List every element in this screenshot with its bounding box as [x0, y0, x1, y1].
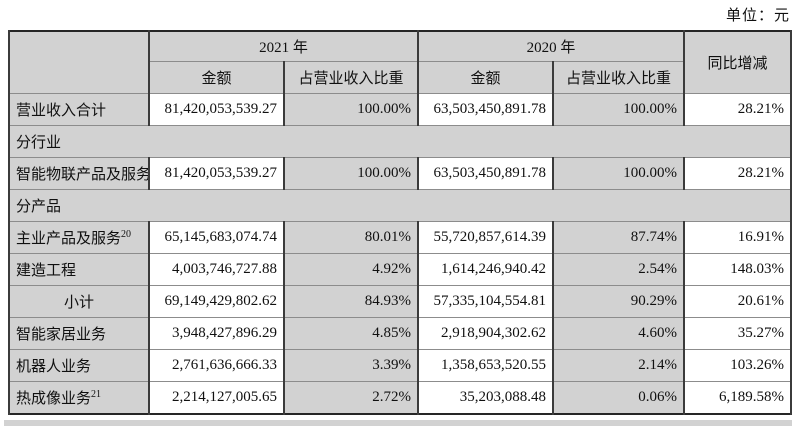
cell-amount-2021: 81,420,053,539.27 [148, 157, 285, 190]
cell-amount-2020: 57,335,104,554.81 [417, 285, 555, 318]
cell-amount-2021: 2,761,636,666.33 [148, 349, 285, 382]
header-cell-year-2020: 2020 年 [417, 30, 686, 62]
cell-yoy: 148.03% [683, 253, 793, 286]
cell-share-2021: 100.00% [282, 93, 420, 126]
revenue-breakdown-table: 2021 年 2020 年 同比增减 金额 占营业收入比重 金额 占营业收入比重… [7, 30, 793, 415]
cell-share-2020: 4.60% [552, 317, 686, 350]
cell-amount-2020: 1,614,246,940.42 [417, 253, 555, 286]
row-label: 建造工程 [8, 253, 150, 286]
row-label-text: 热成像业务 [16, 391, 92, 407]
next-row-cutoff [4, 420, 792, 426]
cell-yoy: 103.26% [683, 349, 793, 382]
cell-share-2020: 90.29% [552, 285, 686, 318]
table-row-thermal-imaging: 热成像业务21 2,214,127,005.65 2.72% 35,203,08… [8, 381, 793, 415]
unit-note: 单位：元 [725, 8, 790, 24]
cell-amount-2020: 63,503,450,891.78 [417, 157, 555, 190]
cell-share-2020: 2.54% [552, 253, 686, 286]
cell-yoy: 20.61% [683, 285, 793, 318]
row-label: 机器人业务 [8, 349, 150, 382]
cell-yoy: 28.21% [683, 93, 793, 126]
cell-amount-2021: 2,214,127,005.65 [148, 381, 285, 415]
cell-amount-2020: 35,203,088.48 [417, 381, 555, 415]
table-row-main-products: 主业产品及服务20 65,145,683,074.74 80.01% 55,72… [8, 221, 793, 254]
header-cell-share-2020: 占营业收入比重 [552, 61, 686, 94]
table-row-smart-home: 智能家居业务 3,948,427,896.29 4.85% 2,918,904,… [8, 317, 793, 350]
cell-yoy: 6,189.58% [683, 381, 793, 415]
section-label: 分产品 [7, 189, 793, 222]
cell-amount-2021: 69,149,429,802.62 [148, 285, 285, 318]
cell-amount-2020: 55,720,857,614.39 [417, 221, 555, 254]
header-cell-year-2021: 2021 年 [147, 30, 420, 62]
section-row-by-product: 分产品 [7, 189, 793, 222]
cell-share-2021: 2.72% [282, 381, 420, 415]
row-label-text: 主业产品及服务 [16, 231, 122, 247]
cell-amount-2021: 3,948,427,896.29 [148, 317, 285, 350]
table-row-subtotal: 小计 69,149,429,802.62 84.93% 57,335,104,5… [8, 285, 793, 318]
cell-share-2020: 87.74% [552, 221, 686, 254]
cell-amount-2020: 2,918,904,302.62 [417, 317, 555, 350]
cell-amount-2020: 1,358,653,520.55 [417, 349, 555, 382]
cell-share-2020: 100.00% [552, 157, 686, 190]
header-cell-share-2021: 占营业收入比重 [282, 61, 420, 94]
row-label: 智能物联产品及服务 [8, 157, 150, 190]
cell-share-2021: 84.93% [282, 285, 420, 318]
row-label: 主业产品及服务20 [8, 221, 150, 254]
row-label: 小计 [8, 285, 150, 318]
cell-amount-2021: 65,145,683,074.74 [148, 221, 285, 254]
header-cell-yoy-change: 同比增减 [683, 30, 793, 94]
footnote-ref: 20 [121, 229, 132, 240]
section-row-by-industry: 分行业 [7, 125, 793, 158]
row-label: 热成像业务21 [8, 381, 150, 415]
cell-amount-2021: 4,003,746,727.88 [148, 253, 285, 286]
cell-yoy: 28.21% [683, 157, 793, 190]
row-label: 智能家居业务 [8, 317, 150, 350]
header-cell-empty [8, 30, 150, 94]
row-label: 营业收入合计 [8, 93, 150, 126]
cell-share-2020: 100.00% [552, 93, 686, 126]
table-row-construction: 建造工程 4,003,746,727.88 4.92% 1,614,246,94… [8, 253, 793, 286]
header-row-metrics: 金额 占营业收入比重 金额 占营业收入比重 [9, 61, 791, 94]
cell-share-2021: 4.85% [282, 317, 420, 350]
cell-yoy: 16.91% [683, 221, 793, 254]
cell-amount-2020: 63,503,450,891.78 [417, 93, 555, 126]
section-label: 分行业 [7, 125, 793, 158]
table-row-total-revenue: 营业收入合计 81,420,053,539.27 100.00% 63,503,… [8, 93, 793, 126]
header-row-years: 2021 年 2020 年 同比增减 [8, 30, 793, 94]
table-row-smart-iot: 智能物联产品及服务 81,420,053,539.27 100.00% 63,5… [8, 157, 793, 190]
cell-yoy: 35.27% [683, 317, 793, 350]
cell-share-2021: 80.01% [282, 221, 420, 254]
cell-share-2020: 0.06% [552, 381, 686, 415]
cell-share-2021: 100.00% [282, 157, 420, 190]
cell-amount-2021: 81,420,053,539.27 [148, 93, 285, 126]
cell-share-2020: 2.14% [552, 349, 686, 382]
header-cell-amount-2020: 金额 [417, 61, 555, 94]
table-row-robotics: 机器人业务 2,761,636,666.33 3.39% 1,358,653,5… [8, 349, 793, 382]
cell-share-2021: 3.39% [282, 349, 420, 382]
footnote-ref: 21 [91, 389, 102, 400]
header-cell-amount-2021: 金额 [148, 61, 285, 94]
cell-share-2021: 4.92% [282, 253, 420, 286]
